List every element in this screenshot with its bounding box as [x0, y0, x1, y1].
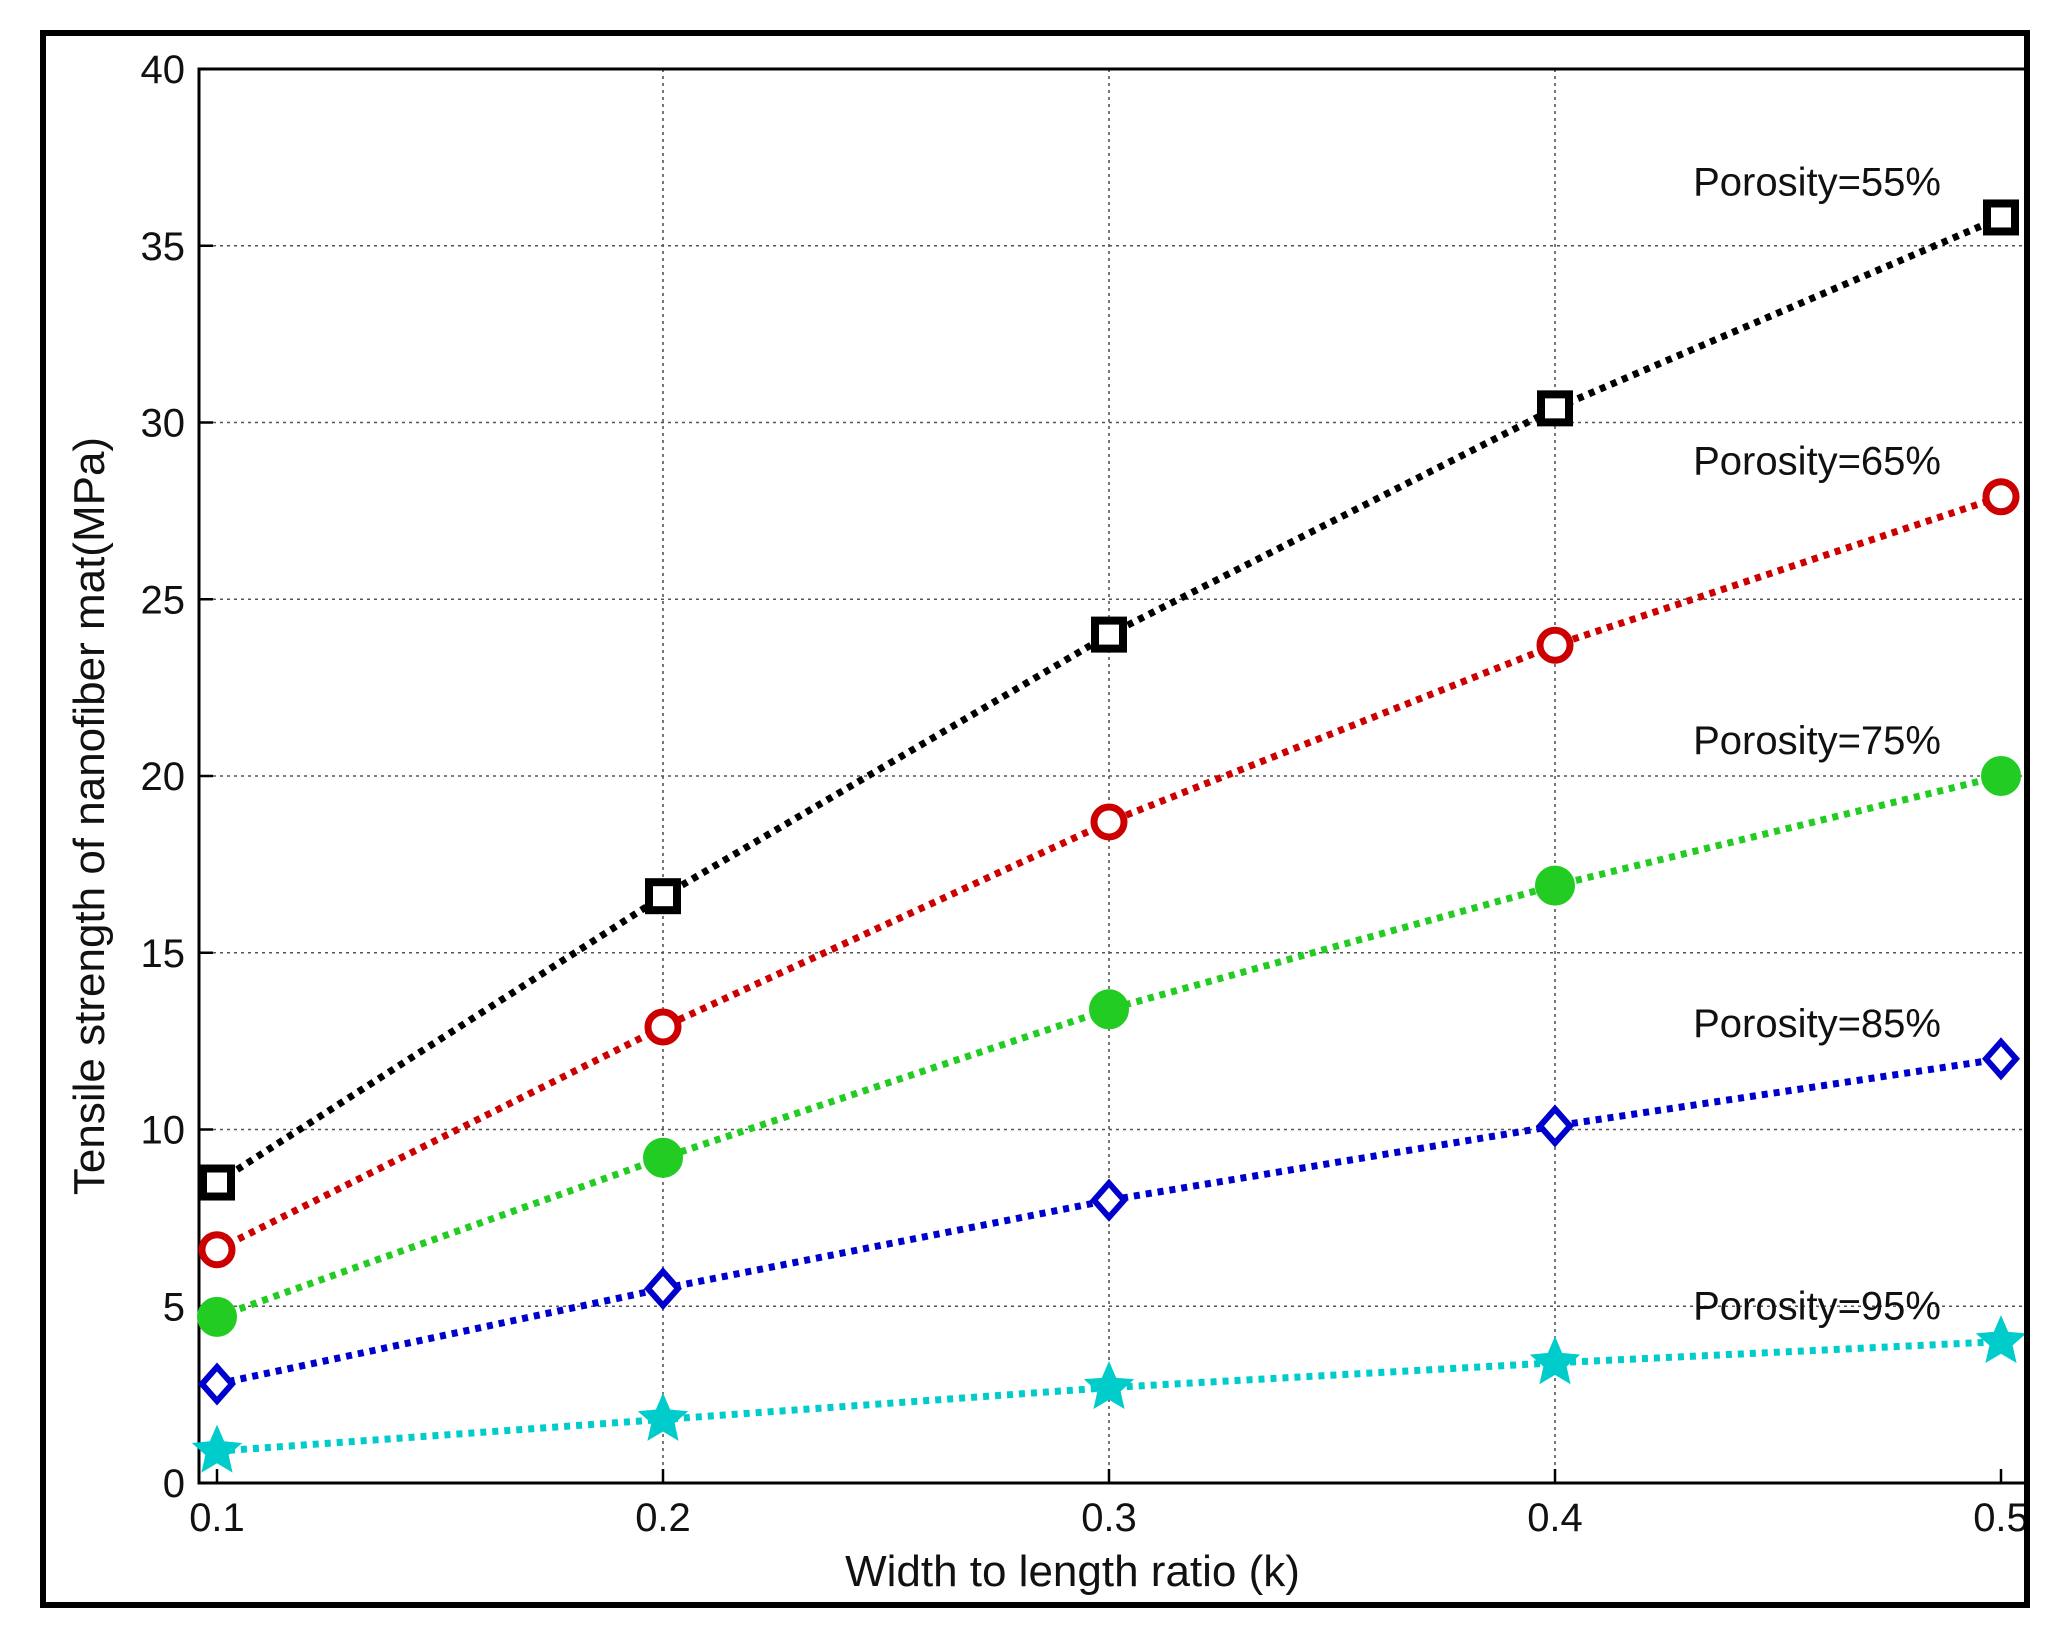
x-tick-label: 0.2: [635, 1496, 691, 1540]
data-point: [1083, 1361, 1135, 1410]
data-point: [643, 1137, 683, 1178]
series-porosity-75: [197, 756, 2021, 1337]
annotation-label: Porosity=65%: [1693, 440, 1941, 484]
data-point: [1982, 478, 2020, 516]
series-porosity-55: [199, 199, 2019, 1201]
data-point: [191, 1424, 243, 1473]
y-tick-label: 35: [141, 225, 186, 269]
data-point: [1089, 989, 1129, 1030]
data-point: [1091, 616, 1127, 653]
x-tick-label: 0.5: [1973, 1496, 2024, 1540]
data-point: [199, 1164, 235, 1201]
y-axis-label: Tensile strength of nanofiber mat(MPa): [65, 437, 114, 1195]
annotations: Porosity=55% Porosity=65% Porosity=75% Poro…: [1693, 160, 1941, 1328]
annotation-label: Porosity=55%: [1693, 160, 1941, 204]
y-tick-label: 10: [141, 1109, 186, 1153]
series-line: [216, 1055, 2002, 1388]
data-point: [1981, 1037, 2021, 1081]
y-tick-label: 20: [141, 755, 186, 799]
data-point: [1089, 1178, 1129, 1222]
series-group: [191, 199, 2024, 1473]
x-axis-ticks: 0.1 0.2 0.3 0.4 0.5: [189, 1469, 2024, 1540]
line-chart: 0 5 10 15 20 25 30 35 40 0.1 0.2 0.3 0.4 0.5 Porosit…: [65, 48, 2024, 1596]
series-porosity-95: [191, 1315, 2024, 1473]
grid-lines: [199, 69, 2024, 1483]
data-point: [643, 1267, 683, 1311]
data-point: [197, 1296, 237, 1337]
annotation-label: Porosity=85%: [1693, 1002, 1941, 1046]
series-line: [215, 772, 2002, 1321]
data-point: [645, 878, 681, 915]
y-tick-label: 40: [141, 48, 186, 92]
data-point: [1529, 1336, 1581, 1385]
data-point: [1535, 1104, 1575, 1148]
data-point: [1983, 199, 2019, 236]
data-point: [1535, 865, 1575, 906]
series-porosity-65: [198, 478, 2020, 1269]
y-tick-label: 30: [141, 402, 186, 446]
data-point: [1981, 756, 2021, 796]
data-point: [644, 1008, 682, 1046]
figure-frame: 0 5 10 15 20 25 30 35 40 0.1 0.2 0.3 0.4 0.5 Porosit…: [40, 30, 2030, 1608]
annotation-label: Porosity=95%: [1693, 1285, 1941, 1329]
data-point: [1536, 626, 1574, 664]
data-point: [198, 1231, 236, 1269]
y-tick-label: 5: [163, 1285, 185, 1329]
series-porosity-85: [197, 1037, 2021, 1406]
data-point: [1975, 1315, 2024, 1364]
y-tick-label: 25: [141, 578, 186, 622]
annotation-label: Porosity=75%: [1693, 719, 1941, 763]
series-line: [216, 1338, 2002, 1455]
data-point: [637, 1392, 689, 1441]
x-tick-label: 0.3: [1081, 1496, 1137, 1540]
y-tick-label: 0: [163, 1462, 185, 1506]
data-point: [1090, 803, 1128, 841]
y-axis-ticks: 0 5 10 15 20 25 30 35 40: [141, 48, 213, 1506]
x-tick-label: 0.4: [1527, 1496, 1583, 1540]
data-point: [197, 1362, 237, 1406]
x-tick-label: 0.1: [189, 1496, 245, 1540]
x-axis-label: Width to length ratio (k): [845, 1547, 1300, 1596]
y-tick-label: 15: [141, 932, 186, 976]
data-point: [1537, 390, 1573, 427]
